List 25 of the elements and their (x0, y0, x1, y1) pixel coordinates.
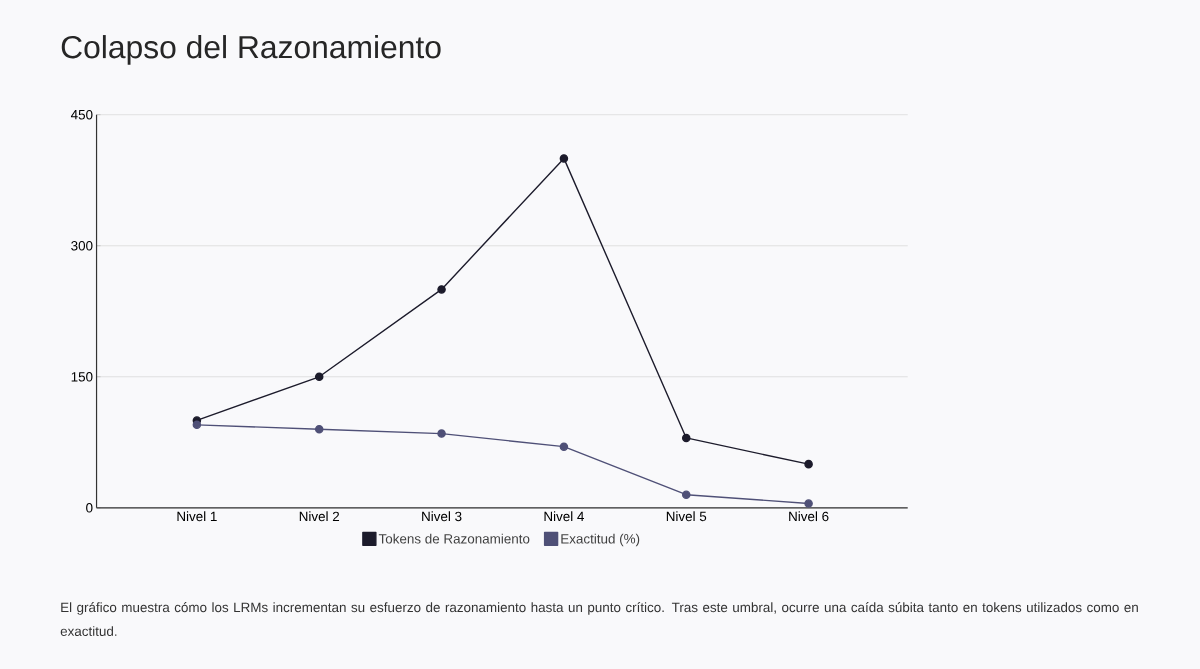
x-tick-label: Nivel 5 (666, 511, 707, 521)
legend-label: Exactitud (%) (561, 533, 640, 546)
x-tick-label: Nivel 6 (789, 511, 829, 521)
point (559, 442, 569, 451)
y-tick-label: 150 (71, 371, 93, 382)
text: El gráfico muestra cómo los LRMs incrementan su esfuerzo de razonamiento hasta un punto crítico. Tras este umbral, ocurre una caída súbita tanto en tokens utilizados como en exactitud. (60, 601, 1138, 636)
point (314, 424, 324, 434)
point (192, 420, 202, 429)
y-tick-label: 0 (86, 502, 93, 513)
point (437, 429, 446, 438)
point (437, 284, 446, 294)
point (804, 498, 813, 508)
y-tick-label: 300 (71, 240, 93, 251)
x-tick-label: Nivel 2 (299, 511, 340, 521)
x-tick-label: Nivel 4 (544, 511, 585, 521)
y-tick-label: 450 (70, 109, 93, 120)
point (681, 490, 691, 499)
chart-title: Colapso del Razonamiento (61, 34, 441, 65)
point (804, 459, 813, 469)
point (681, 433, 691, 442)
point (559, 153, 569, 163)
point (314, 372, 324, 381)
x-tick-label: Nivel 1 (177, 511, 217, 521)
x-tick-label: Nivel 3 (422, 511, 462, 521)
legend-label: Tokens de Razonamiento (378, 533, 530, 544)
